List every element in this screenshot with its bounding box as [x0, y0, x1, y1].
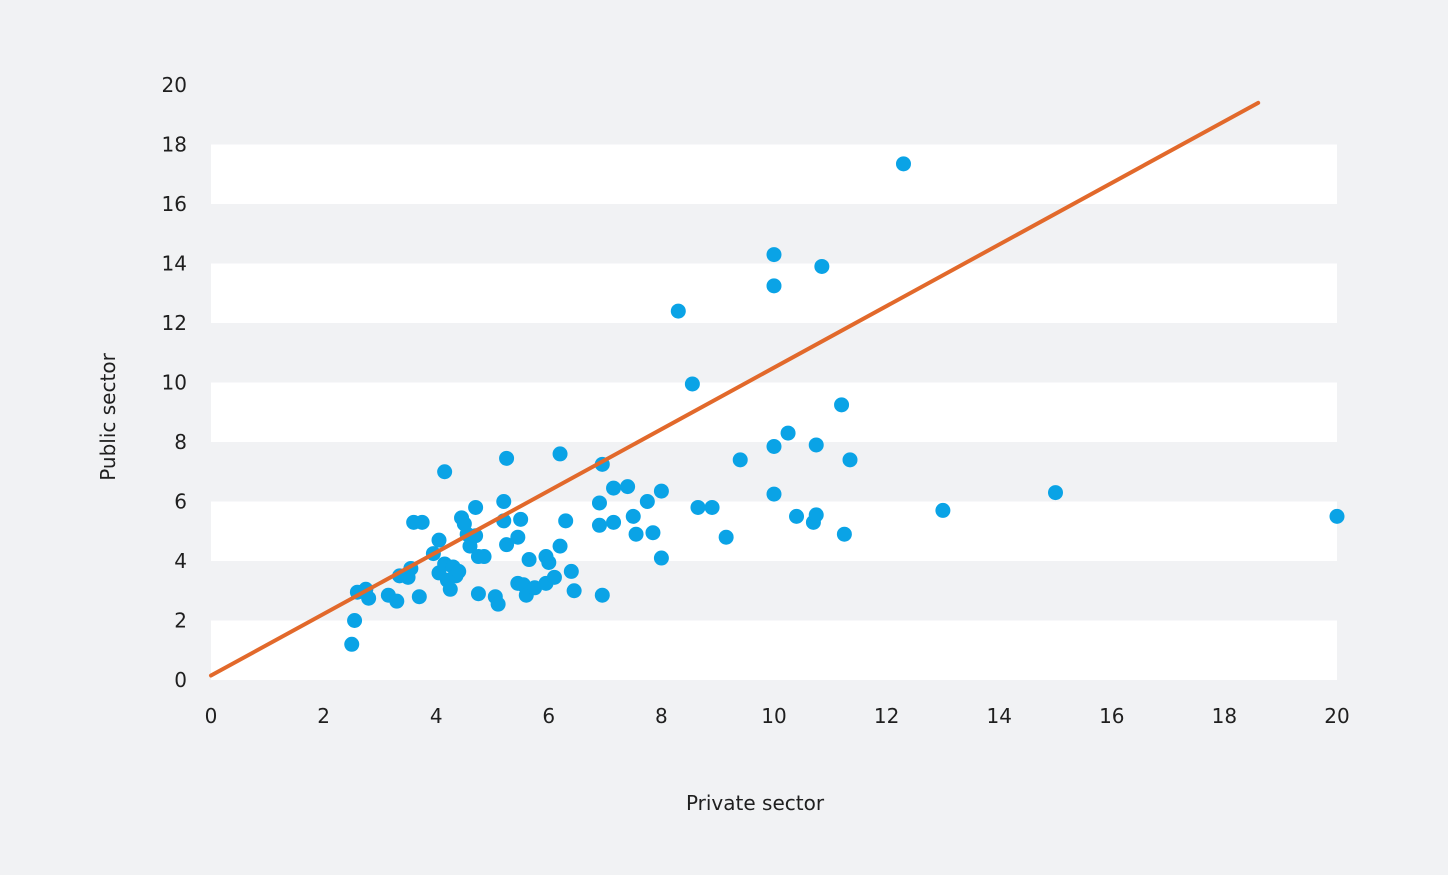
y-tick-label: 4	[174, 549, 187, 573]
grid-band	[211, 144, 1337, 204]
data-point	[842, 452, 858, 468]
data-point	[1048, 485, 1063, 501]
data-point	[789, 508, 805, 524]
data-point	[718, 529, 734, 545]
grid-band	[211, 501, 1337, 561]
data-point	[766, 247, 782, 263]
data-point	[766, 278, 782, 294]
data-point	[476, 549, 492, 565]
data-point	[499, 537, 515, 553]
data-point	[552, 446, 568, 462]
data-point	[558, 513, 574, 529]
data-point	[414, 514, 430, 530]
data-point	[490, 596, 506, 612]
data-point	[645, 525, 661, 541]
y-tick-label: 20	[162, 73, 187, 97]
data-point	[639, 494, 655, 509]
data-point	[653, 550, 669, 566]
y-tick-label: 12	[162, 311, 187, 335]
data-point	[594, 587, 610, 603]
data-point	[732, 452, 748, 468]
y-tick-label: 16	[162, 192, 187, 216]
data-point	[496, 494, 512, 509]
data-point	[628, 526, 644, 542]
trend-line-group	[209, 100, 1261, 678]
data-point	[470, 586, 486, 602]
x-axis-ticks: 0 2 4 6 8 10 12 14 16 18 20	[205, 704, 1350, 728]
data-point	[766, 486, 782, 502]
data-point	[670, 303, 686, 319]
data-point	[468, 499, 484, 515]
data-point	[411, 589, 427, 605]
data-point	[935, 502, 951, 518]
x-tick-label: 16	[1099, 704, 1124, 728]
data-point	[442, 581, 458, 597]
data-point	[1329, 508, 1345, 524]
y-tick-label: 2	[174, 609, 187, 633]
y-tick-label: 6	[174, 490, 187, 514]
data-point	[437, 464, 453, 480]
data-point	[361, 590, 377, 606]
y-axis-ticks: 0 2 4 6 8 10 12 14 16 18 20	[162, 73, 187, 692]
data-point	[690, 499, 706, 515]
data-point	[814, 258, 830, 274]
data-point	[836, 526, 852, 542]
data-point	[704, 499, 720, 515]
grid-bands	[211, 144, 1337, 680]
data-point	[510, 529, 526, 545]
data-point	[808, 437, 824, 453]
x-tick-label: 4	[430, 704, 443, 728]
trend-line	[209, 100, 1261, 678]
y-tick-label: 18	[162, 133, 187, 157]
y-axis-label: Public sector	[96, 352, 120, 480]
data-point	[766, 438, 782, 454]
data-point	[431, 532, 447, 548]
grid-band	[211, 620, 1337, 680]
x-tick-label: 20	[1324, 704, 1349, 728]
data-point	[499, 450, 515, 466]
x-tick-label: 2	[317, 704, 330, 728]
data-point	[895, 156, 911, 172]
x-tick-label: 10	[761, 704, 786, 728]
data-point	[563, 563, 579, 579]
data-point	[834, 397, 850, 413]
x-tick-label: 12	[874, 704, 899, 728]
data-point	[606, 480, 622, 496]
data-point	[521, 552, 537, 568]
data-point	[780, 425, 796, 441]
data-point	[546, 569, 562, 585]
data-point	[684, 376, 700, 392]
data-point	[344, 636, 360, 652]
data-point	[808, 507, 824, 523]
data-point	[527, 580, 543, 596]
data-point	[347, 613, 363, 628]
data-point	[591, 517, 607, 533]
y-tick-label: 14	[162, 252, 187, 276]
data-point	[653, 483, 669, 499]
data-point	[625, 508, 641, 524]
data-point	[552, 538, 568, 554]
x-axis-label: Private sector	[686, 791, 825, 815]
data-point	[606, 514, 622, 530]
data-point	[541, 554, 557, 570]
x-tick-label: 14	[986, 704, 1011, 728]
data-points	[344, 156, 1345, 652]
y-tick-label: 8	[174, 430, 187, 454]
data-point	[566, 583, 582, 599]
y-tick-label: 0	[174, 668, 187, 692]
data-point	[389, 593, 405, 609]
x-tick-label: 8	[655, 704, 668, 728]
x-tick-label: 6	[542, 704, 555, 728]
y-tick-label: 10	[162, 371, 187, 395]
data-point	[451, 563, 467, 579]
data-point	[591, 495, 607, 511]
data-point	[620, 479, 636, 495]
x-tick-label: 18	[1212, 704, 1237, 728]
data-point	[513, 511, 529, 527]
grid-band	[211, 382, 1337, 442]
x-tick-label: 0	[205, 704, 218, 728]
